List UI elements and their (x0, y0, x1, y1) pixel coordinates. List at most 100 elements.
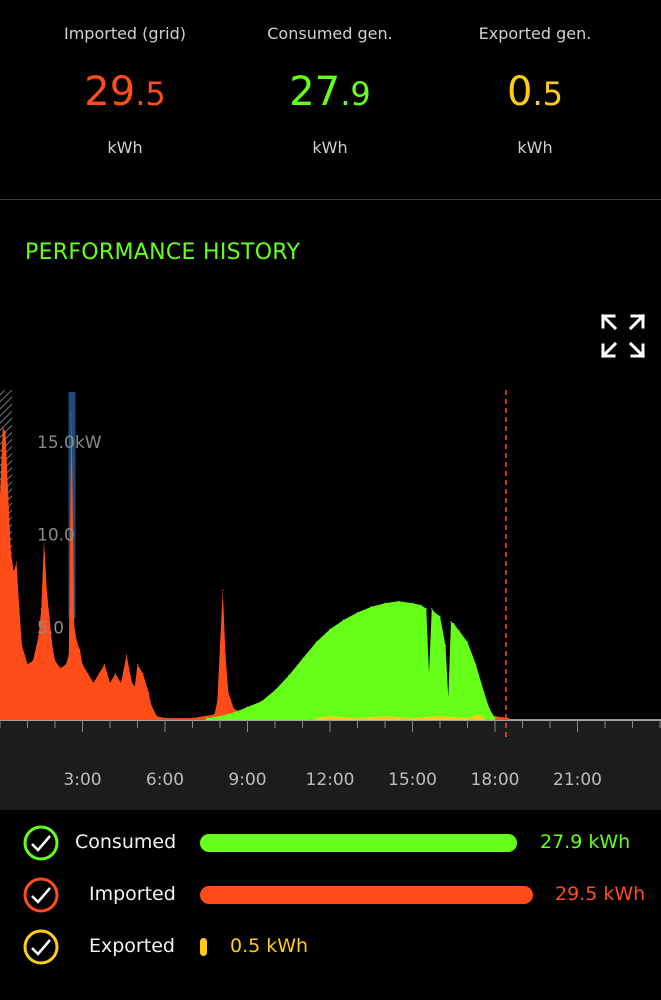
data-point-imported (131, 682, 133, 684)
data-point-consumed (488, 708, 491, 710)
data-point-consumed (246, 706, 249, 708)
data-point-consumed (420, 604, 422, 606)
legend-consumed-value: 27.9 kWh (540, 831, 631, 853)
data-point-consumed (411, 602, 414, 604)
performance-chart[interactable]: 15.0kW 10.0 5.0 3:00 6:00 9:00 12:00 15:00 18:00… (0, 380, 661, 810)
exported-bar (200, 938, 207, 956)
data-point-consumed (466, 641, 469, 643)
data-point-exported (329, 715, 331, 717)
consumed-stat-int: 27 (289, 69, 341, 115)
data-point-imported (48, 617, 51, 619)
data-point-imported (227, 691, 229, 693)
legend-imported-value: 29.5 kWh (555, 883, 646, 905)
data-point-consumed (343, 619, 345, 621)
data-point-imported (224, 654, 227, 656)
data-point-exported (477, 713, 480, 716)
x-axis-band (0, 720, 661, 810)
data-point-imported (70, 413, 73, 415)
imported-check-icon[interactable] (23, 877, 59, 913)
y-tick-label: 5.0 (37, 618, 64, 638)
data-point-consumed (329, 628, 331, 630)
data-point-imported (4, 432, 7, 434)
expand-arrows-icon[interactable] (600, 313, 646, 359)
data-point-imported (109, 682, 111, 684)
imported-stat-unit: kWh (107, 138, 143, 157)
imported-bar (200, 886, 533, 904)
data-point-consumed (439, 615, 441, 617)
area-series-imported (0, 414, 509, 720)
data-point-exported (483, 717, 485, 719)
data-point-imported (98, 673, 100, 675)
consumed-stat-unit: kWh (312, 138, 348, 157)
x-tick-label: 18:00 (471, 770, 520, 790)
data-point-imported (37, 635, 40, 638)
consumed-check-icon[interactable] (23, 825, 59, 861)
exported-check-icon[interactable] (23, 929, 59, 965)
x-tick-label: 9:00 (228, 770, 266, 790)
exported-stat-dec: .5 (532, 75, 563, 113)
data-point-imported (2, 426, 4, 428)
data-point-consumed (370, 606, 372, 608)
data-point-imported (10, 552, 12, 554)
data-point-imported (219, 645, 221, 647)
data-point-imported (7, 496, 9, 499)
data-point-consumed (494, 717, 496, 719)
data-point-imported (21, 645, 23, 647)
data-point-consumed (458, 630, 460, 632)
data-point-consumed (450, 621, 452, 623)
data-point-imported (13, 571, 15, 573)
data-point-consumed (301, 658, 304, 660)
data-point-imported (87, 673, 89, 675)
data-point-consumed (447, 697, 449, 699)
data-point-imported (40, 608, 42, 610)
data-point-imported (79, 648, 81, 651)
data-point-imported (0, 496, 1, 499)
area-series-exported (316, 714, 484, 720)
legend-imported-label: Imported (89, 883, 176, 905)
data-point-imported (134, 686, 136, 688)
data-point-consumed (475, 663, 477, 665)
data-point-imported (494, 715, 496, 717)
data-point-imported (508, 717, 510, 719)
data-point-consumed (398, 600, 400, 602)
x-tick-label: 15:00 (388, 770, 437, 790)
data-point-imported (114, 673, 117, 675)
data-point-consumed (315, 641, 317, 643)
data-point-exported (466, 717, 469, 719)
x-tick-label: 3:00 (63, 770, 101, 790)
data-point-imported (54, 660, 56, 662)
data-point-consumed (483, 691, 485, 693)
data-point-imported (46, 589, 48, 591)
legend-row-consumed: Consumed 27.9 kWh (0, 821, 661, 865)
data-point-exported (411, 717, 414, 719)
data-point-imported (125, 654, 128, 656)
data-point-imported (156, 715, 158, 717)
legend-consumed-label: Consumed (75, 831, 177, 853)
data-point-imported (18, 608, 20, 610)
data-point-consumed (431, 608, 433, 610)
data-point-consumed (219, 715, 221, 717)
data-point-imported (73, 626, 75, 628)
data-point-imported (120, 682, 122, 684)
data-point-imported (24, 654, 26, 656)
data-point-imported (15, 561, 18, 564)
legend-exported-value: 0.5 kWh (230, 935, 309, 957)
data-point-imported (216, 700, 218, 703)
exported-stat-int: 0 (507, 69, 533, 115)
x-tick-label: 21:00 (553, 770, 602, 790)
legend-row-exported: Exported 0.5 kWh (0, 925, 661, 969)
data-point-consumed (356, 611, 359, 614)
data-point-imported (213, 713, 216, 716)
imported-stat-label: Imported (grid) (63, 24, 186, 43)
data-point-exported (439, 715, 441, 717)
data-point-consumed (428, 673, 430, 675)
imported-stat-int: 29 (84, 69, 136, 115)
area-series-consumed (206, 601, 495, 720)
consumed-stat-value: 27.9 (230, 68, 430, 118)
data-point-imported (150, 704, 152, 706)
data-point-consumed (425, 608, 427, 610)
data-point-imported (191, 717, 194, 719)
imported-stat-dec: .5 (135, 75, 166, 113)
data-point-consumed (233, 711, 235, 714)
data-point-consumed (205, 717, 207, 719)
